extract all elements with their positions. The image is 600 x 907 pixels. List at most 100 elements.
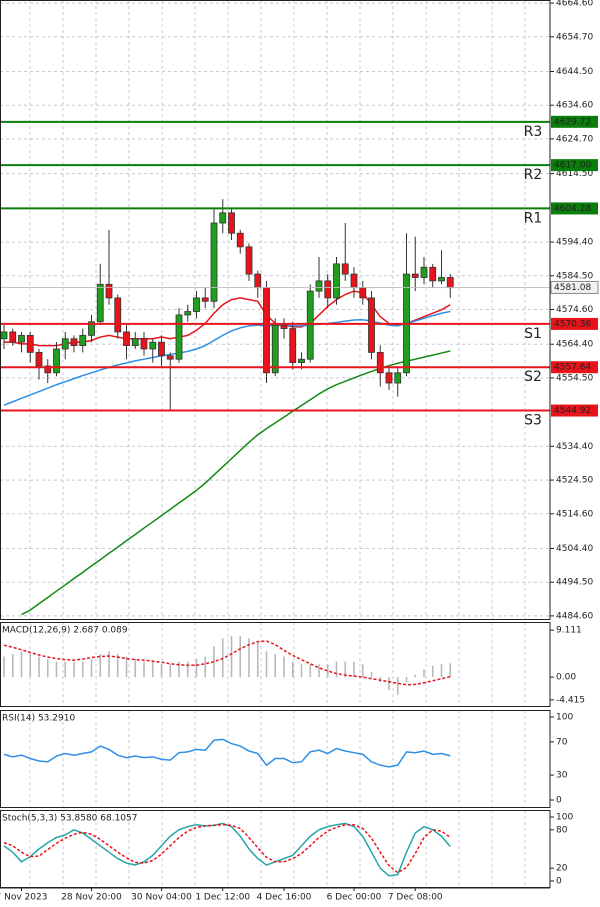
y-tick-label: 4614.50	[556, 169, 593, 179]
candle-body	[368, 297, 375, 353]
y-tick-label: -4.415	[556, 695, 585, 705]
indicator-line	[3, 310, 451, 406]
macd-bar	[326, 664, 329, 678]
macd-bar	[186, 661, 189, 678]
macd-bar	[423, 669, 425, 678]
candle-body	[166, 355, 174, 360]
candle-body	[289, 328, 297, 364]
macd-bar	[73, 661, 75, 678]
candle-body	[429, 266, 437, 282]
candle-body	[420, 266, 428, 278]
candle-body	[140, 338, 148, 350]
candle-body	[333, 263, 340, 299]
y-tick-label: 4594.40	[556, 238, 593, 248]
macd-bar	[388, 677, 390, 690]
level-tag	[551, 361, 598, 374]
candle-body	[79, 334, 87, 346]
candle-body	[210, 222, 218, 302]
x-tick-label: 28 Nov 20:00	[61, 893, 122, 903]
y-tick-label: 4654.70	[556, 32, 593, 42]
plot-area	[3, 635, 452, 696]
panel-header: Stoch(5,3,3) 53.8580 68.1057	[2, 814, 137, 824]
macd-bar	[64, 661, 67, 678]
macd-bar	[309, 664, 312, 678]
macd-bar	[134, 659, 137, 678]
y-tick-label: 70	[556, 737, 568, 747]
last-price-value: 4581.08	[554, 283, 591, 293]
y-tick-label: 4504.40	[556, 544, 593, 554]
candle-body	[219, 212, 227, 224]
y-tick-label: 4664.60	[556, 0, 593, 9]
macd-bar	[20, 651, 23, 678]
candle-body	[394, 372, 402, 384]
y-tick-label: 4484.60	[556, 611, 593, 621]
level-name: R3	[524, 124, 543, 140]
macd-bar	[55, 661, 58, 678]
candle-body	[315, 280, 323, 292]
candle-body	[263, 287, 270, 374]
y-tick-label: 4644.50	[556, 67, 593, 77]
y-tick-label: 0.00	[556, 673, 576, 683]
macd-bar	[283, 656, 285, 678]
level-tag	[551, 404, 598, 417]
macd-bar	[169, 664, 172, 678]
plot-area	[3, 738, 451, 768]
candle-body	[158, 341, 165, 357]
macd-bar	[29, 653, 32, 678]
indicator-line	[3, 823, 451, 874]
macd-bar	[239, 635, 242, 678]
macd-bar	[449, 663, 452, 678]
candle-body	[184, 311, 192, 316]
panel-header: MACD(12,26,9) 2.687 0.089	[2, 626, 128, 636]
x-tick-label: 6 Dec 00:00	[327, 893, 382, 903]
y-tick-label: 100	[556, 813, 573, 823]
x-tick-label: 4 Dec 16:00	[257, 893, 312, 903]
y-tick-label: 4554.50	[556, 373, 593, 383]
level-tag	[551, 115, 598, 128]
y-tick-label: 9.111	[556, 626, 582, 636]
x-tick-label: 7 Nov 2023	[0, 893, 47, 903]
macd-bar	[213, 646, 215, 678]
y-tick-label: 4584.50	[556, 271, 593, 281]
indicator-line	[4, 290, 451, 347]
level-value: 4570.36	[554, 319, 591, 329]
macd-bar	[195, 659, 198, 678]
candle-body	[96, 283, 104, 323]
panel-frame	[0, 0, 551, 620]
y-tick-label: 4624.70	[556, 134, 593, 144]
y-tick-label: 4514.60	[556, 509, 593, 519]
macd-bar	[265, 651, 268, 678]
y-tick-label: 20	[556, 864, 568, 874]
candle-body	[70, 338, 78, 346]
macd-bar	[125, 656, 128, 678]
level-name: S1	[524, 326, 542, 342]
macd-bar	[230, 635, 233, 678]
candle-body	[131, 338, 139, 346]
candle-body	[18, 334, 25, 343]
candle-body	[376, 351, 384, 374]
macd-bar	[361, 664, 364, 678]
candle-body	[254, 273, 262, 289]
macd-bar	[370, 671, 373, 678]
y-tick-label: 4524.50	[556, 476, 593, 486]
candle-body	[35, 351, 43, 367]
candle-body	[324, 280, 332, 299]
macd-bar	[204, 656, 207, 678]
y-tick-label: 4574.60	[556, 305, 593, 315]
candle-body	[53, 348, 60, 374]
y-tick-label: 4534.40	[556, 442, 593, 452]
macd-bar	[335, 661, 338, 678]
level-tag	[551, 317, 598, 330]
level-value: 4629.72	[554, 117, 591, 127]
macd-bar	[414, 674, 417, 678]
macd-bar	[440, 664, 443, 678]
macd-bar	[143, 661, 145, 678]
x-tick-label: 30 Nov 04:00	[131, 893, 192, 903]
candle-body	[26, 334, 34, 353]
candle-body	[149, 341, 157, 350]
candle-body	[236, 232, 244, 248]
macd-bar	[353, 661, 355, 678]
